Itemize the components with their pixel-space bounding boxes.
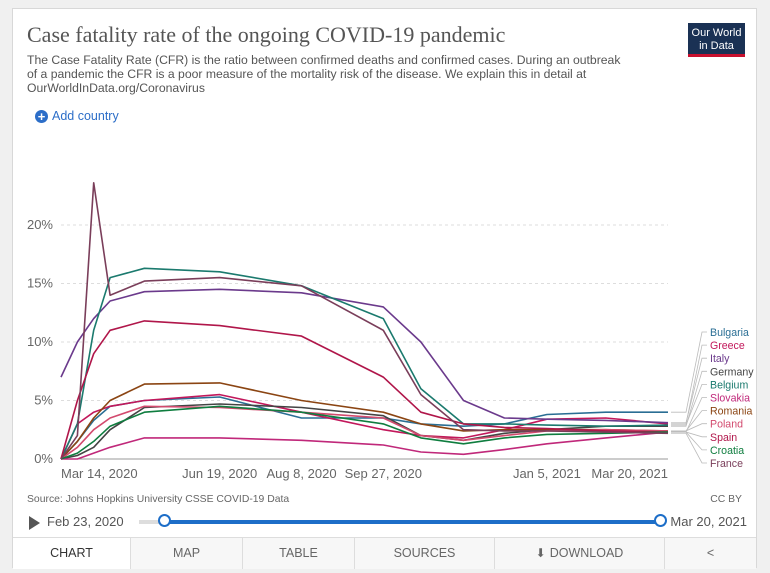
legend-connector xyxy=(671,431,707,451)
tab-map[interactable]: MAP xyxy=(131,538,243,569)
legend-label-spain[interactable]: Spain xyxy=(710,432,737,444)
tab-table[interactable]: TABLE xyxy=(243,538,355,569)
series-line-spain[interactable] xyxy=(60,320,669,460)
series-line-france[interactable] xyxy=(60,182,669,460)
series-line-slovakia[interactable] xyxy=(61,431,669,460)
x-tick-label: Jan 5, 2021 xyxy=(513,466,581,481)
tab-sources[interactable]: SOURCES xyxy=(355,538,495,569)
legend-label-greece[interactable]: Greece xyxy=(710,340,745,352)
logo-line-1: Our World xyxy=(691,27,742,39)
download-icon: ⬇ xyxy=(535,546,546,560)
series-lines xyxy=(60,182,669,460)
legend-connector xyxy=(671,431,707,438)
share-icon: < xyxy=(706,546,715,560)
chart-title: Case fatality rate of the ongoing COVID-… xyxy=(27,22,506,47)
legend-connector xyxy=(671,432,707,464)
license-label[interactable]: CC BY xyxy=(710,494,742,505)
y-axis-ticks: 0% 5% 10% 15% 20% xyxy=(27,217,53,466)
legend-label-romania[interactable]: Romania xyxy=(710,406,753,418)
legend-connector xyxy=(671,423,707,432)
grid-lines xyxy=(61,224,668,460)
plus-circle-icon: + xyxy=(35,109,48,123)
series-line-belgium[interactable] xyxy=(60,267,669,460)
legend-connector xyxy=(671,357,707,424)
x-tick-label: Mar 20, 2021 xyxy=(591,466,668,481)
y-tick-label: 5% xyxy=(34,392,53,407)
y-tick-label: 15% xyxy=(27,275,53,290)
x-axis-ticks: Mar 14, 2020 Jun 19, 2020 Aug 8, 2020 Sep 2… xyxy=(61,466,668,481)
timeline-range xyxy=(165,520,662,524)
tab-download[interactable]: ⬇ DOWNLOAD xyxy=(495,538,665,569)
legend-connector xyxy=(671,383,707,426)
x-tick-label: Jun 19, 2020 xyxy=(182,466,257,481)
legend-label-poland[interactable]: Poland xyxy=(710,419,743,431)
legend-connector xyxy=(671,331,707,413)
chart-subtitle: The Case Fatality Rate (CFR) is the rati… xyxy=(27,53,621,95)
series-line-greece[interactable] xyxy=(60,393,669,460)
add-country-button[interactable]: + Add country xyxy=(35,109,119,123)
legend-label-france[interactable]: France xyxy=(710,458,743,470)
timeline: Feb 23, 2020 Mar 20, 2021 xyxy=(27,512,747,532)
x-tick-label: Mar 14, 2020 xyxy=(61,466,138,481)
legend-connector xyxy=(671,370,707,427)
y-tick-label: 10% xyxy=(27,334,53,349)
line-chart: 0% 5% 10% 15% 20% Mar 14, 2020 Jun 19, 2020 Au… xyxy=(27,182,754,481)
legend-label-italy[interactable]: Italy xyxy=(710,353,730,365)
source-note: Source: Johns Hopkins University CSSE CO… xyxy=(27,494,290,505)
legend-label-slovakia[interactable]: Slovakia xyxy=(710,393,750,405)
timeline-end-date: Mar 20, 2021 xyxy=(670,514,747,529)
timeline-start-date: Feb 23, 2020 xyxy=(47,514,124,529)
x-tick-label: Aug 8, 2020 xyxy=(266,466,336,481)
series-line-italy[interactable] xyxy=(60,288,669,424)
x-tick-label: Sep 27, 2020 xyxy=(345,466,422,481)
legend-label-croatia[interactable]: Croatia xyxy=(710,445,744,457)
logo-line-2: in Data xyxy=(699,40,734,52)
play-icon[interactable] xyxy=(29,516,40,530)
owid-logo[interactable]: Our World in Data xyxy=(688,23,745,57)
download-label: DOWNLOAD xyxy=(549,546,624,560)
add-country-label: Add country xyxy=(52,109,119,123)
tab-chart[interactable]: CHART xyxy=(13,538,131,569)
legend-connector xyxy=(671,344,707,425)
y-tick-label: 20% xyxy=(27,217,53,232)
series-line-croatia[interactable] xyxy=(60,405,669,460)
tab-bar: CHART MAP TABLE SOURCES ⬇ DOWNLOAD < xyxy=(13,537,756,569)
legend-label-belgium[interactable]: Belgium xyxy=(710,379,748,391)
timeline-end-handle[interactable] xyxy=(654,514,667,527)
legend-label-germany[interactable]: Germany xyxy=(710,366,754,378)
legend-label-bulgaria[interactable]: Bulgaria xyxy=(710,327,749,339)
y-tick-label: 0% xyxy=(34,451,53,466)
legend-connector xyxy=(671,410,707,432)
chart-card: Case fatality rate of the ongoing COVID-… xyxy=(12,8,757,569)
share-button[interactable]: < xyxy=(665,538,756,569)
timeline-start-handle[interactable] xyxy=(158,514,171,527)
series-line-romania[interactable] xyxy=(60,382,669,460)
